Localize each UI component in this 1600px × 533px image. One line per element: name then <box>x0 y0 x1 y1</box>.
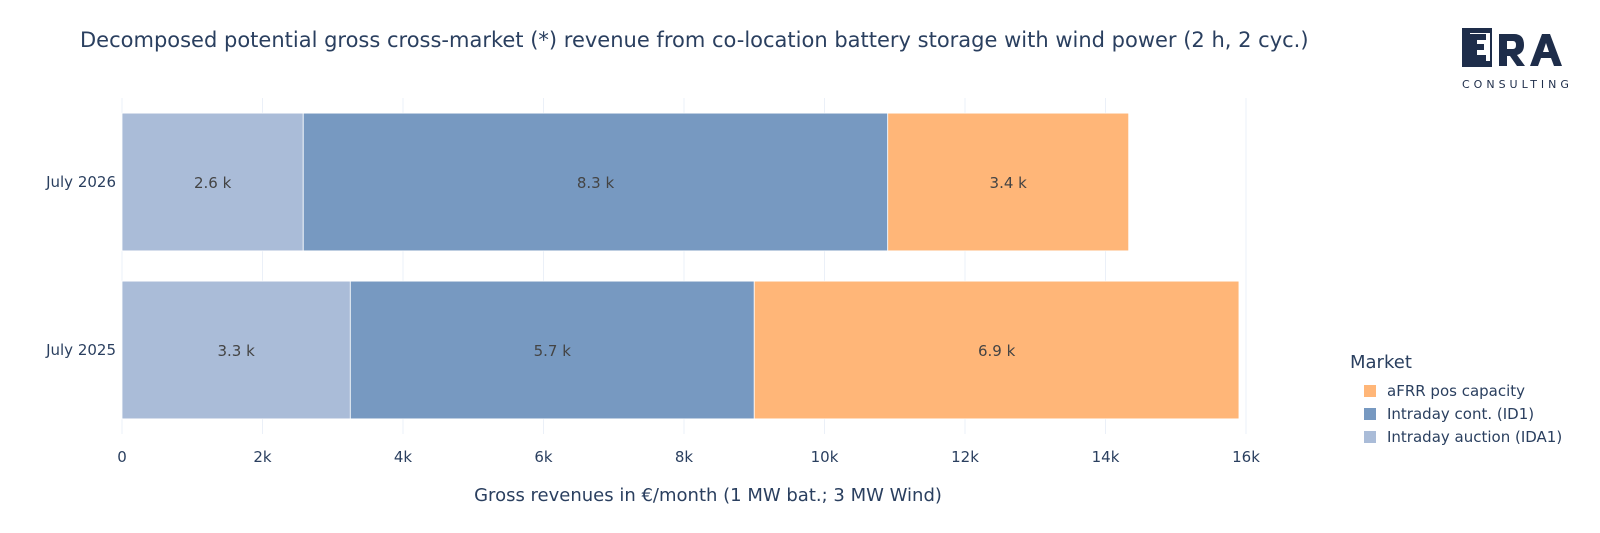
legend-label: Intraday cont. (ID1) <box>1387 404 1535 423</box>
legend-item[interactable]: Intraday cont. (ID1) <box>1364 402 1562 425</box>
x-tick-label: 16k <box>1232 448 1260 466</box>
x-tick-label: 14k <box>1092 448 1120 466</box>
bar-data-label: 6.9 k <box>978 342 1016 360</box>
bar-segment <box>753 280 1240 420</box>
bar-segment <box>349 280 755 420</box>
y-tick-label: July 2026 <box>45 173 116 191</box>
legend-swatch <box>1364 430 1376 443</box>
legend-label: Intraday auction (IDA1) <box>1387 427 1563 446</box>
y-tick-label: July 2025 <box>45 341 116 359</box>
legend-swatch <box>1364 384 1376 397</box>
chart-title: Decomposed potential gross cross-market … <box>80 28 1309 52</box>
legend-item[interactable]: Intraday auction (IDA1) <box>1364 425 1562 448</box>
x-tick-label: 8k <box>675 448 694 466</box>
bar-data-label: 3.3 k <box>218 342 256 360</box>
bar-data-label: 2.6 k <box>194 174 232 192</box>
x-tick-label: 2k <box>253 448 272 466</box>
bar-data-label: 5.7 k <box>534 342 572 360</box>
legend-item[interactable]: aFRR pos capacity <box>1364 379 1562 402</box>
bar-segment <box>887 112 1130 252</box>
x-axis-title: Gross revenues in €/month (1 MW bat.; 3 … <box>474 485 942 506</box>
bar-data-label: 3.4 k <box>990 174 1028 192</box>
x-tick-label: 10k <box>811 448 839 466</box>
era-consulting-logo: CONSULTING <box>1462 28 1573 91</box>
legend-label: aFRR pos capacity <box>1387 381 1526 400</box>
legend-title: Market <box>1350 352 1412 373</box>
legend-swatch <box>1364 407 1376 420</box>
bar-segment <box>121 112 304 252</box>
x-tick-label: 4k <box>394 448 413 466</box>
bar-data-label: 8.3 k <box>577 174 615 192</box>
bar-segment <box>302 112 889 252</box>
svg-text:CONSULTING: CONSULTING <box>1462 78 1573 91</box>
legend: Market aFRR pos capacity Intraday cont. (… <box>1350 352 1562 448</box>
x-tick-label: 6k <box>534 448 553 466</box>
x-tick-label: 12k <box>951 448 979 466</box>
x-tick-label: 0 <box>117 448 127 466</box>
bar-segment <box>121 280 351 420</box>
